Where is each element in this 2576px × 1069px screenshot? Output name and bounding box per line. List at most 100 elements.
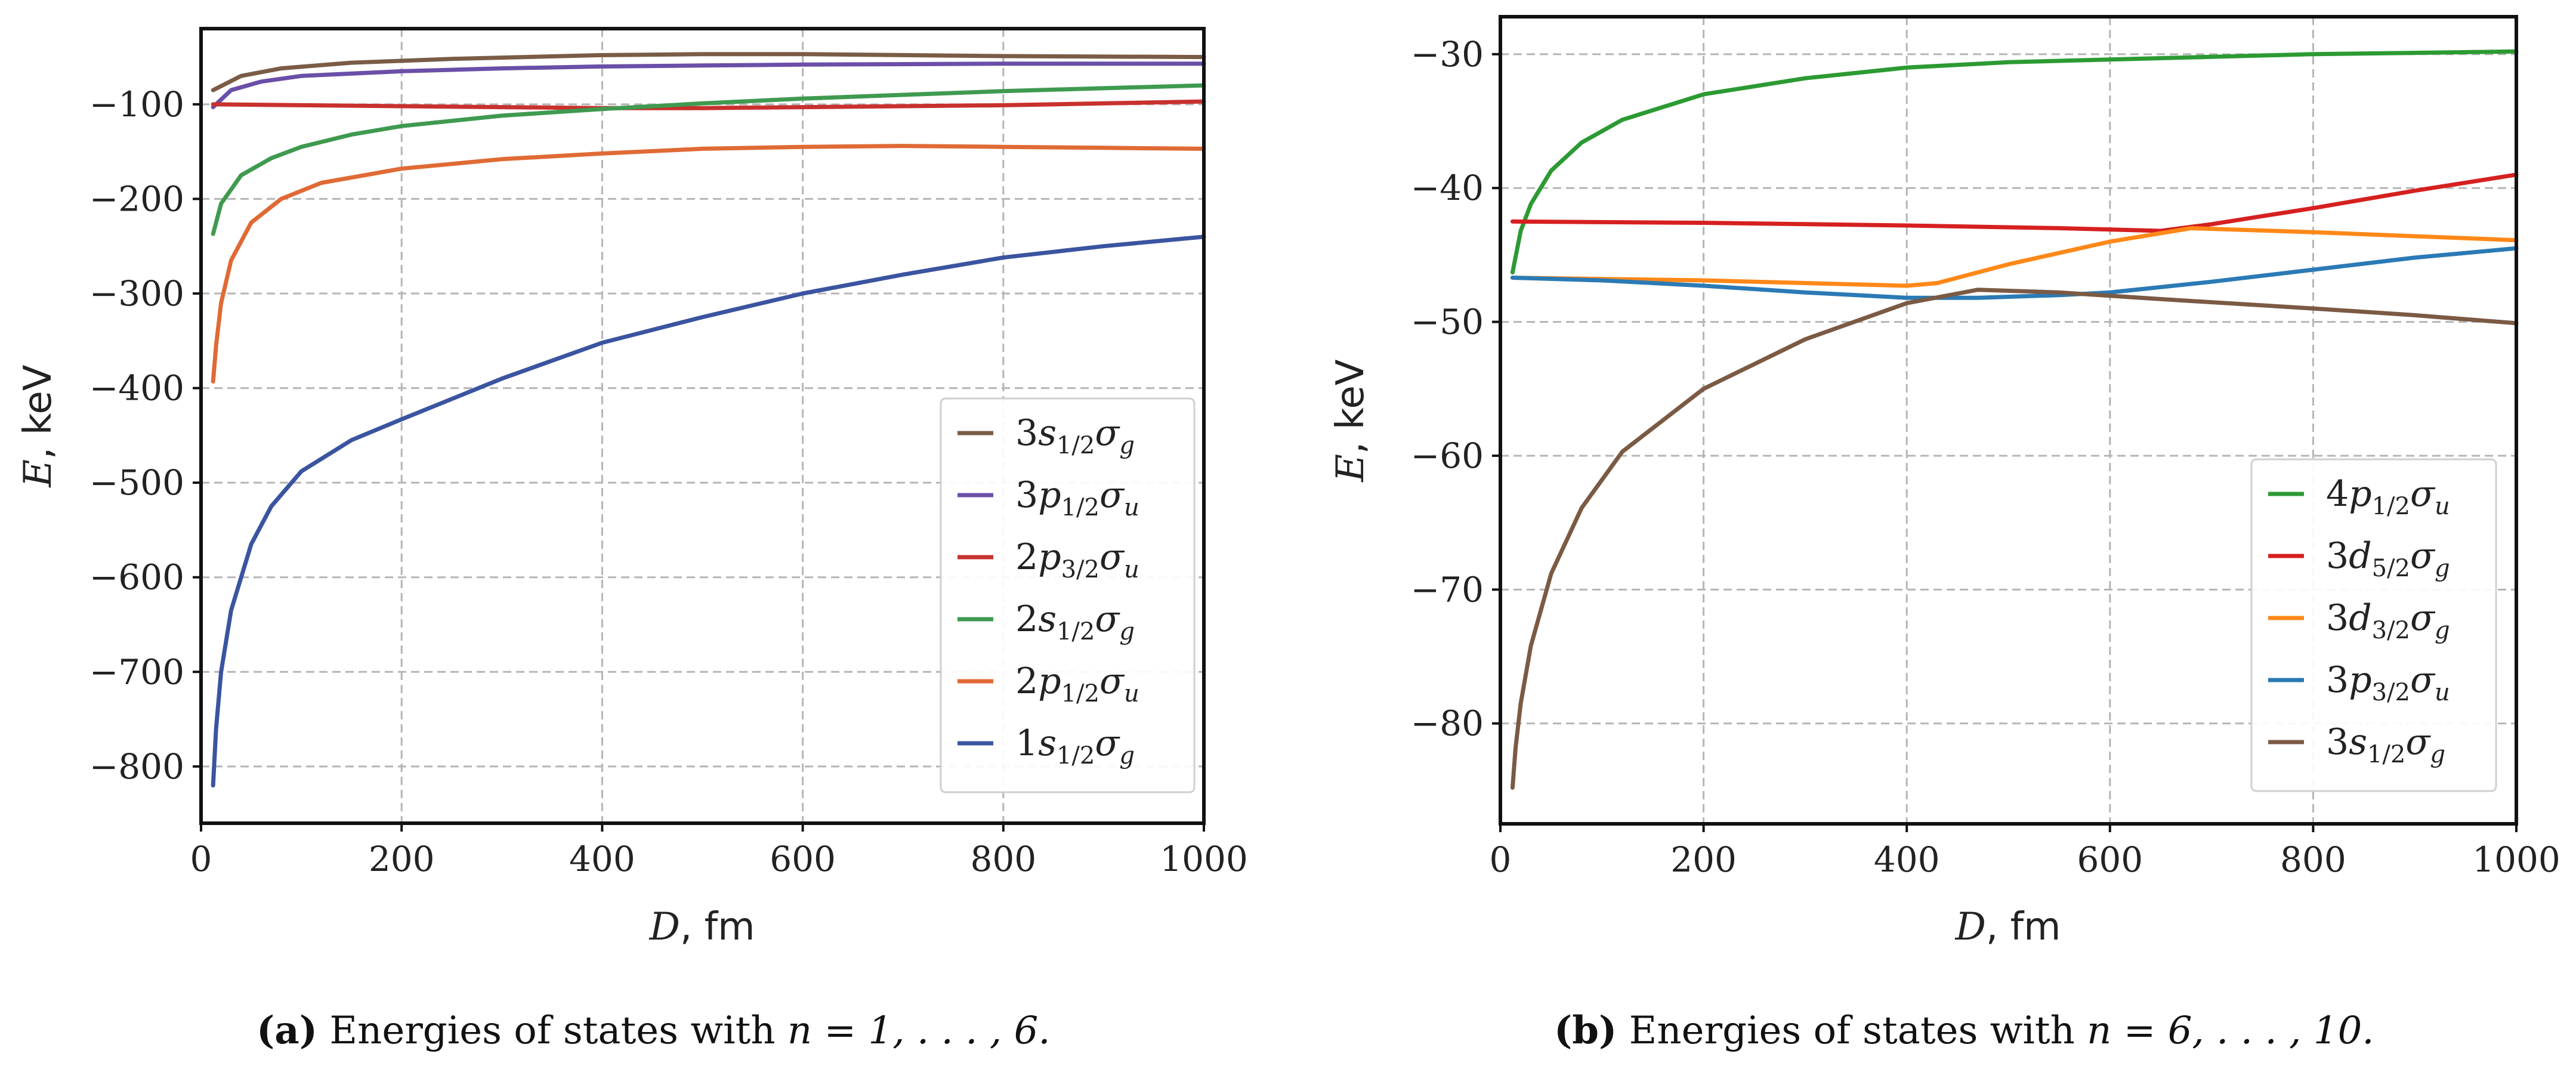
pa-legend-entry-2: 2p3/2σu [1015,536,1139,583]
pb-ytick-label--80: −80 [1411,703,1484,744]
pb-xtick-label-0: 0 [1490,839,1512,880]
pa-legend-sub-5: 1/2 [1057,742,1095,770]
pa-series-line-1 [211,61,1206,110]
pa-ytick-label--200: −200 [89,178,184,219]
pb-legend-entry-0: 4p1/2σu [2326,473,2450,520]
pa-legend-sub-3: 1/2 [1057,618,1095,645]
pa-legend-entry-0: 3s1/2σg [1015,412,1135,459]
pb-legend-orbital-2: d [2349,597,2371,639]
pa-x-axis-unit: , fm [680,905,755,949]
pb-legend-sub-3: 3/2 [2372,679,2410,706]
pb-legend-sub-0: 1/2 [2372,493,2410,520]
pa-legend-sub-4: 1/2 [1061,680,1099,707]
pa-legend-sub-2: 3/2 [1061,556,1099,583]
pb-legend-orbital-0: p [2349,473,2371,515]
pa-legend-num-0: 3 [1015,412,1038,454]
pa-legend-sym-1: u [1124,494,1139,521]
pb-legend-sym-3: u [2435,679,2450,706]
pb-y-axis-var: E [1329,454,1373,483]
pa-legend-sigma-1: σ [1099,474,1125,516]
pa-legend-sigma-2: σ [1099,536,1125,578]
pb-legend-box [2250,458,2497,792]
pa-legend-entry-1: 3p1/2σu [1015,474,1139,521]
pb-series-line-2 [1510,226,2519,288]
pb-legend-sym-2: g [2435,617,2450,644]
pa-legend-entry-4: 2p1/2σu [1015,660,1139,707]
pb-y-axis-unit: , keV [1329,359,1373,454]
caption-a: (a) Energies of states with n = 1, . . .… [257,1008,1051,1053]
pa-x-axis-var: D [649,905,680,949]
caption-b-math: n = 6, . . . , 10. [2087,1009,2374,1053]
pb-ytick-label--30: −30 [1411,34,1484,75]
pa-legend-sym-5: g [1119,742,1135,770]
pb-legend-orbital-3: p [2349,659,2371,701]
pa-xtick-label-1000: 1000 [1160,839,1248,879]
caption-b-label: (b) [1554,1008,1617,1053]
pb-legend-num-0: 4 [2326,473,2349,515]
pa-legend-sub-0: 1/2 [1057,432,1095,459]
pa-ytick-label--100: −100 [89,84,184,125]
pb-xtick-label-400: 400 [1874,839,1940,880]
pb-xtick-label-600: 600 [2077,839,2143,880]
pb-legend-num-3: 3 [2326,659,2349,701]
pa-legend-sym-0: g [1119,432,1135,459]
pb-x-axis-unit: , fm [1986,905,2061,949]
pa-legend-orbital-2: p [1038,536,1061,578]
pa-legend-orbital-4: p [1038,660,1061,702]
pa-legend-num-4: 2 [1015,660,1038,702]
pb-ytick-label--60: −60 [1411,435,1484,476]
pa-legend-num-3: 2 [1015,598,1038,640]
chart-panel-a: 0 200 400 600 800 1000 −800 −700 −600 −500 −400 −30… [16,27,1248,949]
pa-legend-num-2: 2 [1015,536,1038,578]
pa-legend-orbital-0: s [1038,412,1057,454]
pb-series-line-4 [1510,288,2519,790]
pb-legend-sub-2: 3/2 [2372,617,2410,644]
pa-x-axis-label: D, fm [649,905,755,949]
pa-ytick-label--500: −500 [89,462,184,503]
pa-xtick-label-600: 600 [770,839,836,879]
pb-legend-entry-3: 3p3/2σu [2326,659,2450,706]
pa-ytick-label--300: −300 [89,273,184,314]
pa-legend-sigma-5: σ [1095,722,1120,764]
caption-a-label: (a) [257,1008,318,1053]
pa-legend-sym-2: u [1124,556,1139,583]
pb-series-line-1 [1510,172,2519,233]
pa-xtick-label-800: 800 [970,839,1036,879]
pa-series-line-3 [211,83,1206,236]
pa-series-line-5 [211,234,1206,788]
pa-y-axis-unit: , keV [16,364,60,459]
pa-series-line-4 [211,144,1206,384]
pa-ytick-label--400: −400 [89,368,184,409]
pa-ytick-label--600: −600 [89,557,184,598]
caption-b-text: Energies of states with [1629,1009,2075,1053]
caption-a-math: n = 1, . . . , 6. [787,1009,1051,1053]
pb-xtick-label-1000: 1000 [2472,839,2560,880]
pb-x-axis-var: D [1955,905,1986,949]
pa-legend-num-1: 3 [1015,474,1038,516]
pb-legend-num-2: 3 [2326,597,2349,639]
pa-xtick-label-400: 400 [569,839,635,879]
pa-legend-orbital-1: p [1038,474,1061,516]
pa-legend-sym-3: g [1119,618,1135,645]
pb-legend-sigma-2: σ [2410,597,2436,639]
pb-xtick-label-200: 200 [1670,839,1737,880]
pa-plot-frame [199,27,1206,825]
pb-legend-sigma-1: σ [2410,535,2436,577]
pa-legend-orbital-5: s [1038,722,1057,764]
caption-b: (b) Energies of states with n = 6, . . .… [1554,1008,2374,1053]
pb-legend-orbital-1: d [2349,535,2371,577]
pa-xtick-label-0: 0 [190,839,212,879]
pa-legend-num-5: 1 [1015,722,1038,764]
pb-x-axis-label: D, fm [1955,905,2061,949]
pb-legend-entry-1: 3d5/2σg [2326,535,2450,582]
pa-series-line-2 [211,99,1206,110]
caption-a-text: Energies of states with [329,1009,776,1053]
pa-legend-orbital-3: s [1038,598,1057,640]
pb-legend-num-1: 3 [2326,535,2349,577]
pb-ytick-label--50: −50 [1411,302,1484,342]
pb-ytick-label--40: −40 [1411,168,1484,208]
pa-legend-entry-5: 1s1/2σg [1015,722,1135,770]
pa-legend-entry-3: 2s1/2σg [1015,598,1135,645]
pa-y-axis-label: E, keV [16,364,60,488]
